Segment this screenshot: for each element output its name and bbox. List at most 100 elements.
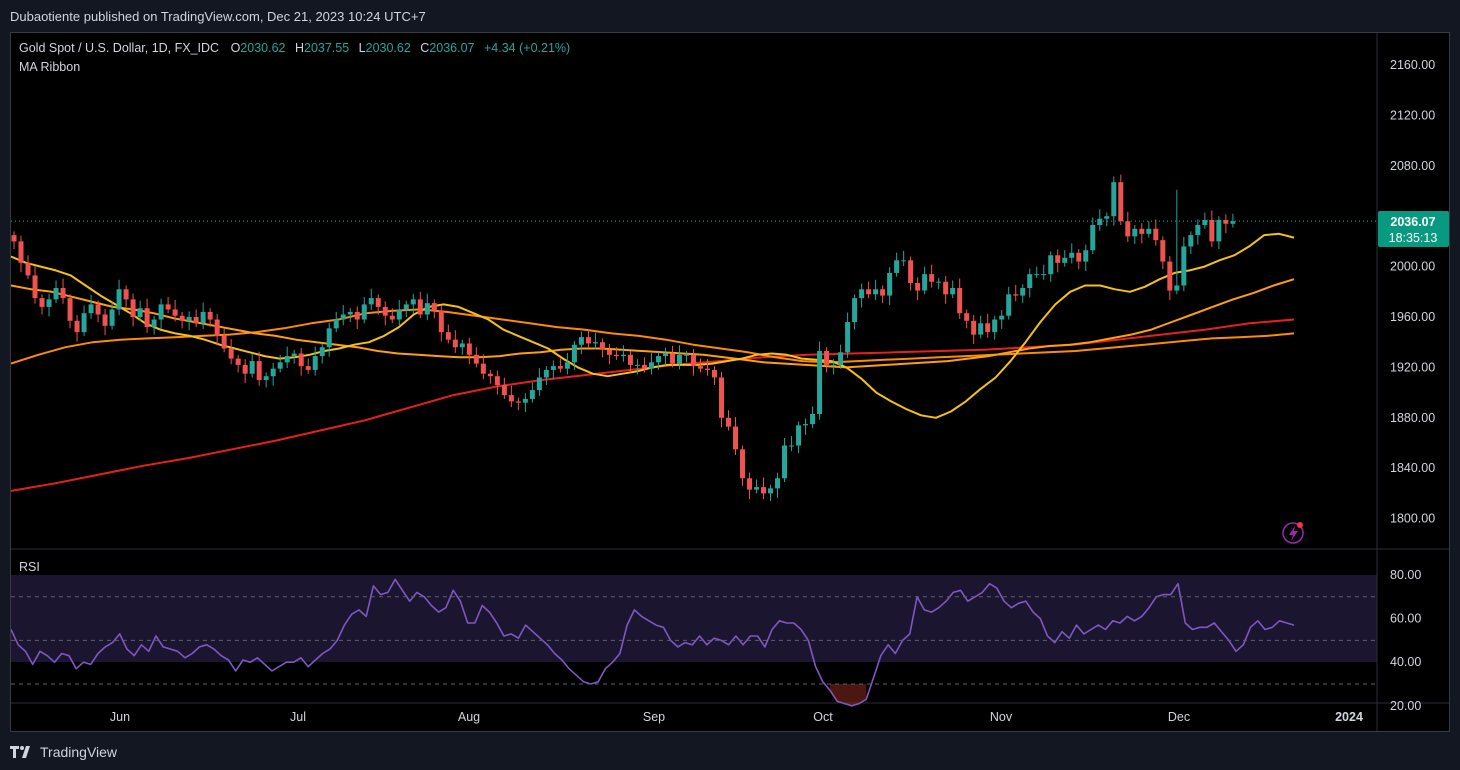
candle [1195, 219, 1201, 245]
candle [1160, 236, 1166, 270]
candle [1097, 209, 1103, 231]
rsi-tick-label: 80.00 [1390, 568, 1421, 582]
candle [144, 298, 150, 333]
candle [340, 305, 346, 326]
candle [102, 308, 108, 336]
price-badge-countdown: 18:35:13 [1389, 231, 1438, 245]
candle [578, 331, 584, 355]
price-tick-label: 2080.00 [1390, 159, 1435, 173]
time-tick-label: Oct [813, 710, 833, 724]
candle [81, 305, 87, 336]
candle [522, 393, 528, 413]
candle [564, 352, 570, 375]
chart-canvas[interactable]: 2160.00 2120.00 2080.00 2000.00 1960.00 1920.… [10, 33, 1449, 731]
candle [277, 354, 283, 373]
price-badge-value: 2036.07 [1390, 215, 1435, 229]
candle [116, 279, 122, 316]
candle [571, 340, 577, 370]
candle [473, 347, 479, 368]
candle [1188, 231, 1194, 254]
candle [754, 479, 760, 494]
price-tick-label: 2000.00 [1390, 260, 1435, 274]
candle [1209, 210, 1215, 248]
candle [319, 343, 325, 364]
candle [480, 354, 486, 380]
candle [676, 345, 682, 370]
candle [60, 278, 66, 304]
price-tick-label: 1960.00 [1390, 310, 1435, 324]
candle [326, 322, 332, 357]
ma100-line [10, 308, 1295, 365]
candle [697, 358, 703, 373]
candle [550, 360, 556, 380]
candle [361, 296, 367, 324]
candle [704, 359, 710, 376]
candle [613, 347, 619, 360]
candles [11, 174, 1236, 501]
candle [712, 366, 717, 386]
candle [1006, 286, 1012, 320]
lightning-icon[interactable] [1282, 522, 1304, 544]
candle [249, 353, 255, 378]
candle [873, 279, 879, 300]
candle [221, 328, 227, 353]
time-tick-label: Nov [990, 710, 1013, 724]
candle [242, 359, 248, 384]
candle [894, 252, 900, 277]
candle [992, 315, 998, 340]
top-bar: Dubaotiente published on TradingView.com… [0, 0, 1460, 32]
candle [999, 310, 1005, 329]
rsi-line [10, 578, 1295, 707]
candle [733, 417, 739, 455]
candle [1027, 268, 1033, 298]
legend-h-label: H [295, 41, 304, 55]
candle [109, 301, 115, 330]
candle [137, 300, 143, 321]
candle [305, 358, 311, 374]
candle [123, 285, 129, 307]
candle [599, 338, 605, 358]
candle [487, 369, 493, 384]
candle [908, 256, 914, 291]
candle [852, 294, 858, 330]
legend-line: Gold Spot / U.S. Dollar, 1D, FX_IDC O203… [19, 41, 570, 55]
time-tick-label: Jun [110, 710, 130, 724]
tradingview-logo[interactable]: TradingView [10, 744, 117, 760]
candle [1062, 250, 1068, 267]
legend-indicator[interactable]: MA Ribbon [19, 60, 80, 74]
candle [627, 351, 633, 373]
candle [606, 344, 612, 365]
candle [929, 264, 935, 288]
candle [845, 312, 851, 358]
candle [1223, 214, 1229, 234]
candle [634, 359, 640, 375]
bottom-bar: TradingView [0, 735, 1460, 770]
candle [193, 309, 199, 328]
price-tick-label: 2160.00 [1390, 58, 1435, 72]
candle [11, 231, 17, 249]
rsi-label[interactable]: RSI [19, 560, 40, 574]
price-tick-label: 1920.00 [1390, 360, 1435, 374]
candle [690, 349, 696, 376]
price-tick-label: 1800.00 [1390, 512, 1435, 526]
tradingview-icon [10, 746, 30, 758]
chart-frame[interactable]: 2160.00 2120.00 2080.00 2000.00 1960.00 1920.… [10, 32, 1450, 732]
time-tick-label: Sep [643, 710, 665, 724]
candle [536, 368, 542, 396]
candle [585, 329, 591, 348]
candle [207, 308, 213, 328]
candle [389, 308, 395, 324]
candle [1146, 221, 1152, 238]
candle [46, 293, 52, 317]
rsi-band-fill [11, 575, 1377, 662]
candle [179, 311, 185, 329]
candle [1090, 217, 1096, 254]
brand-name: TradingView [40, 744, 118, 760]
candle [256, 351, 262, 386]
candle [957, 278, 963, 319]
candle [529, 382, 535, 403]
candle [810, 406, 816, 428]
time-tick-label: Jul [290, 710, 306, 724]
candle [1202, 212, 1208, 229]
candle [494, 370, 500, 395]
